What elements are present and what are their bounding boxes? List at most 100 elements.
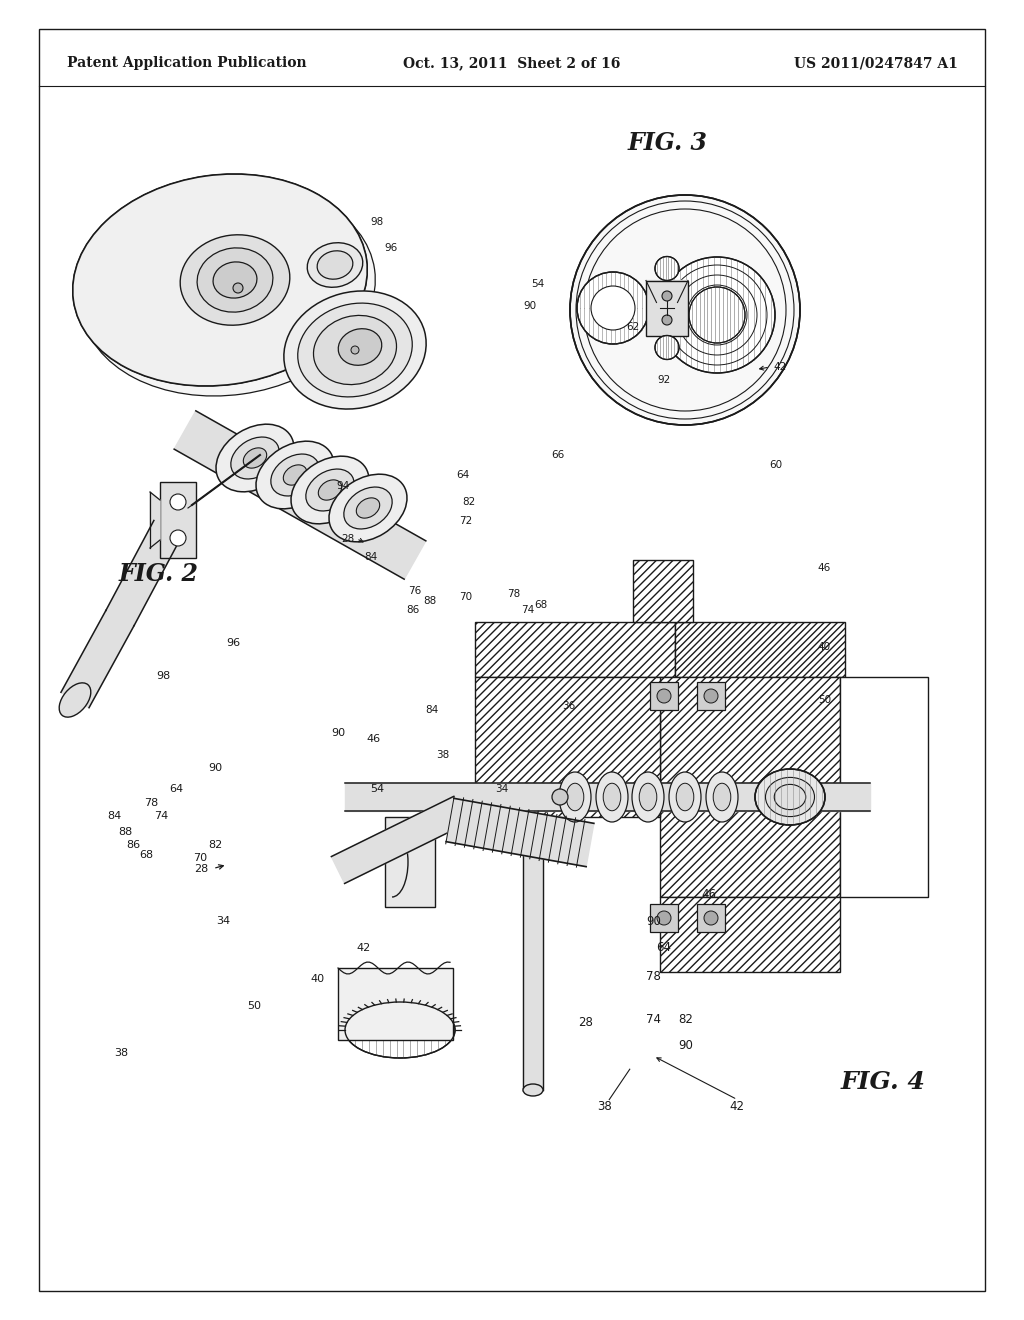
- Text: 62: 62: [627, 322, 639, 333]
- Text: 64: 64: [457, 470, 469, 480]
- Text: 50: 50: [247, 1001, 261, 1011]
- Polygon shape: [523, 830, 543, 1090]
- Ellipse shape: [317, 251, 353, 280]
- Circle shape: [659, 257, 775, 374]
- Text: 78: 78: [508, 589, 520, 599]
- Circle shape: [591, 286, 635, 330]
- Ellipse shape: [298, 304, 413, 397]
- Text: 86: 86: [126, 840, 140, 850]
- Text: 96: 96: [226, 638, 241, 648]
- Ellipse shape: [307, 243, 362, 288]
- Ellipse shape: [603, 783, 621, 810]
- Text: 86: 86: [407, 605, 419, 615]
- Circle shape: [689, 286, 745, 343]
- Text: 70: 70: [460, 591, 472, 602]
- Circle shape: [705, 911, 718, 925]
- Text: 92: 92: [657, 375, 670, 385]
- Ellipse shape: [284, 290, 426, 409]
- Ellipse shape: [523, 1084, 543, 1096]
- Text: 74: 74: [646, 1012, 660, 1026]
- Circle shape: [233, 282, 243, 293]
- Text: 28: 28: [579, 1016, 593, 1030]
- Text: 46: 46: [367, 734, 381, 744]
- Ellipse shape: [338, 329, 382, 366]
- Ellipse shape: [706, 772, 738, 822]
- Bar: [697, 904, 725, 932]
- Circle shape: [351, 346, 359, 354]
- Text: 38: 38: [597, 1100, 611, 1113]
- Ellipse shape: [329, 474, 407, 541]
- Text: 38: 38: [436, 750, 449, 760]
- Circle shape: [577, 272, 649, 345]
- Bar: [660, 898, 840, 972]
- Circle shape: [705, 689, 718, 704]
- Text: Oct. 13, 2011  Sheet 2 of 16: Oct. 13, 2011 Sheet 2 of 16: [403, 57, 621, 70]
- Ellipse shape: [197, 248, 272, 312]
- Text: 88: 88: [118, 826, 132, 837]
- Text: 66: 66: [552, 450, 564, 461]
- Bar: [633, 560, 693, 622]
- Text: 46: 46: [818, 562, 830, 573]
- Text: 82: 82: [463, 496, 475, 507]
- Text: 28: 28: [342, 533, 354, 544]
- Text: 54: 54: [531, 279, 544, 289]
- Text: Patent Application Publication: Patent Application Publication: [67, 57, 306, 70]
- Polygon shape: [345, 783, 870, 810]
- Text: 98: 98: [157, 671, 171, 681]
- Text: 64: 64: [656, 941, 671, 954]
- Circle shape: [552, 789, 568, 805]
- Text: 60: 60: [770, 459, 782, 470]
- Ellipse shape: [313, 315, 396, 384]
- Ellipse shape: [559, 772, 591, 822]
- Bar: [675, 622, 845, 677]
- Text: 90: 90: [208, 763, 222, 774]
- Text: 98: 98: [371, 216, 383, 227]
- Ellipse shape: [566, 783, 584, 810]
- Bar: [697, 682, 725, 710]
- Ellipse shape: [639, 783, 656, 810]
- Ellipse shape: [213, 261, 257, 298]
- Ellipse shape: [180, 235, 290, 325]
- Text: 64: 64: [169, 784, 183, 795]
- Text: 94: 94: [337, 480, 349, 491]
- Ellipse shape: [270, 454, 319, 496]
- Polygon shape: [332, 796, 467, 883]
- Text: 74: 74: [521, 605, 534, 615]
- Text: 28: 28: [195, 863, 209, 874]
- Ellipse shape: [73, 174, 368, 385]
- Text: 72: 72: [460, 516, 472, 527]
- Ellipse shape: [318, 480, 342, 500]
- Bar: [338, 968, 453, 1040]
- Polygon shape: [446, 799, 594, 867]
- Ellipse shape: [244, 447, 266, 469]
- Ellipse shape: [59, 682, 91, 717]
- Ellipse shape: [774, 784, 806, 809]
- Bar: [660, 677, 840, 898]
- Text: 84: 84: [426, 705, 438, 715]
- Ellipse shape: [306, 469, 354, 511]
- Circle shape: [662, 315, 672, 325]
- Polygon shape: [174, 411, 426, 579]
- Text: 76: 76: [409, 586, 421, 597]
- Text: 84: 84: [108, 810, 122, 821]
- Ellipse shape: [766, 777, 814, 817]
- Bar: [650, 904, 678, 932]
- Text: 96: 96: [385, 243, 397, 253]
- Text: 42: 42: [356, 942, 371, 953]
- Bar: [160, 482, 196, 558]
- Text: 54: 54: [370, 784, 384, 795]
- Text: US 2011/0247847 A1: US 2011/0247847 A1: [794, 57, 957, 70]
- Circle shape: [170, 494, 186, 510]
- Ellipse shape: [669, 772, 701, 822]
- Text: 90: 90: [646, 915, 660, 928]
- Ellipse shape: [755, 770, 825, 825]
- Circle shape: [655, 256, 679, 281]
- Ellipse shape: [216, 424, 294, 492]
- Circle shape: [170, 531, 186, 546]
- Text: 78: 78: [646, 970, 660, 983]
- Text: 68: 68: [139, 850, 154, 861]
- Text: 40: 40: [310, 974, 325, 985]
- Ellipse shape: [230, 437, 280, 479]
- Ellipse shape: [256, 441, 334, 508]
- Text: 84: 84: [365, 552, 377, 562]
